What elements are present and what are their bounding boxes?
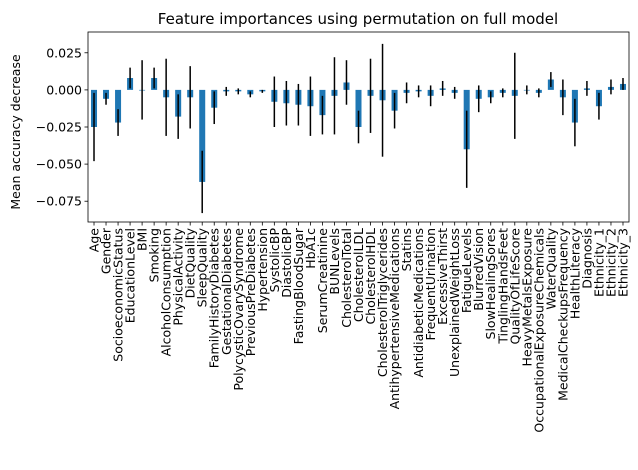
x-tick-label: Gender [99, 227, 114, 274]
x-tick-label: Hypertension [255, 228, 270, 312]
x-tick-label: Statins [399, 228, 414, 271]
y-tick-label: 0.000 [46, 82, 82, 97]
x-tick-label: AntihypertensiveMedications [387, 228, 402, 409]
error-bars-group [93, 43, 624, 214]
x-tick-label: HeavyMetalsExposure [519, 228, 534, 367]
x-tick-label: EducationLevel [123, 228, 138, 323]
x-tick-label: AntidiabeticMedications [411, 228, 426, 378]
x-axis: AgeGenderSocioeconomicStatusEducationLev… [87, 222, 630, 433]
x-tick-label: SlowHealingSores [483, 228, 498, 339]
x-tick-label: PhysicalActivity [171, 227, 186, 325]
x-tick-label: DiastolicBP [279, 228, 294, 298]
x-tick-label: FamilyHistoryDiabetes [207, 228, 222, 368]
x-tick-label: PolycysticOvarySyndrome [231, 228, 246, 391]
x-tick-label: CholesterolTotal [339, 228, 354, 328]
x-tick-label: ExcessiveThirst [435, 228, 450, 325]
x-tick-label: PreviousPreDiabetes [243, 228, 258, 356]
x-tick-label: BlurredVision [471, 228, 486, 311]
x-tick-label: HealthLiteracy [567, 227, 582, 319]
x-tick-label: MedicalCheckupsFrequency [555, 227, 570, 401]
x-tick-label: FatigueLevels [459, 228, 474, 313]
y-tick-label: −0.025 [36, 120, 82, 135]
x-tick-label: Age [87, 228, 102, 252]
x-tick-label: OccupationalExposureChemicals [531, 228, 546, 433]
y-tick-label: 0.025 [46, 45, 82, 60]
x-tick-label: SerumCreatinine [315, 228, 330, 333]
x-tick-label: CholesterolLDL [351, 228, 366, 322]
x-tick-label: Diagnosis [579, 228, 594, 289]
plot-frame [87, 31, 630, 223]
y-tick-label: −0.075 [36, 194, 82, 209]
x-tick-label: SystolicBP [267, 228, 282, 293]
y-axis: −0.075 −0.050 −0.025 0.000 0.025 [36, 45, 88, 209]
x-tick-label: SleepQuality [195, 227, 210, 307]
y-tick-label: −0.050 [36, 157, 82, 172]
y-axis-label: Mean accuracy decrease [8, 54, 23, 210]
x-tick-label: AlcoholConsumption [159, 228, 174, 356]
x-tick-label: Ethnicity_2 [603, 228, 618, 297]
x-tick-label: BUNLevels [327, 228, 342, 295]
x-tick-label: TinglingHandsFeet [495, 228, 510, 345]
bar-SocioeconomicStatus [115, 89, 122, 123]
x-tick-label: FastingBloodSugar [291, 227, 306, 344]
x-tick-label: UnexplainedWeightLoss [447, 228, 462, 377]
x-tick-label: BMI [135, 228, 150, 251]
bar-CholesterolLDL [355, 89, 362, 127]
x-tick-label: SocioeconomicStatus [111, 228, 126, 362]
x-tick-label: CholesterolHDL [363, 228, 378, 325]
x-tick-label: FrequentUrination [423, 228, 438, 341]
chart-title: Feature importances using permutation on… [158, 10, 558, 28]
x-tick-label: Ethnicity_3 [615, 228, 630, 297]
x-tick-label: Smoking [147, 228, 162, 282]
x-tick-label: Ethnicity_1 [591, 228, 606, 297]
x-tick-label: QualityOfLifeScore [507, 228, 522, 345]
x-tick-label: GestationalDiabetes [219, 228, 234, 355]
x-tick-label: DietQuality [183, 227, 198, 298]
x-tick-label: WaterQuality [543, 227, 558, 309]
x-tick-label: CholesterolTriglycerides [375, 228, 390, 377]
x-tick-label: HbA1c [303, 228, 318, 269]
bar-SleepQuality [199, 89, 206, 182]
